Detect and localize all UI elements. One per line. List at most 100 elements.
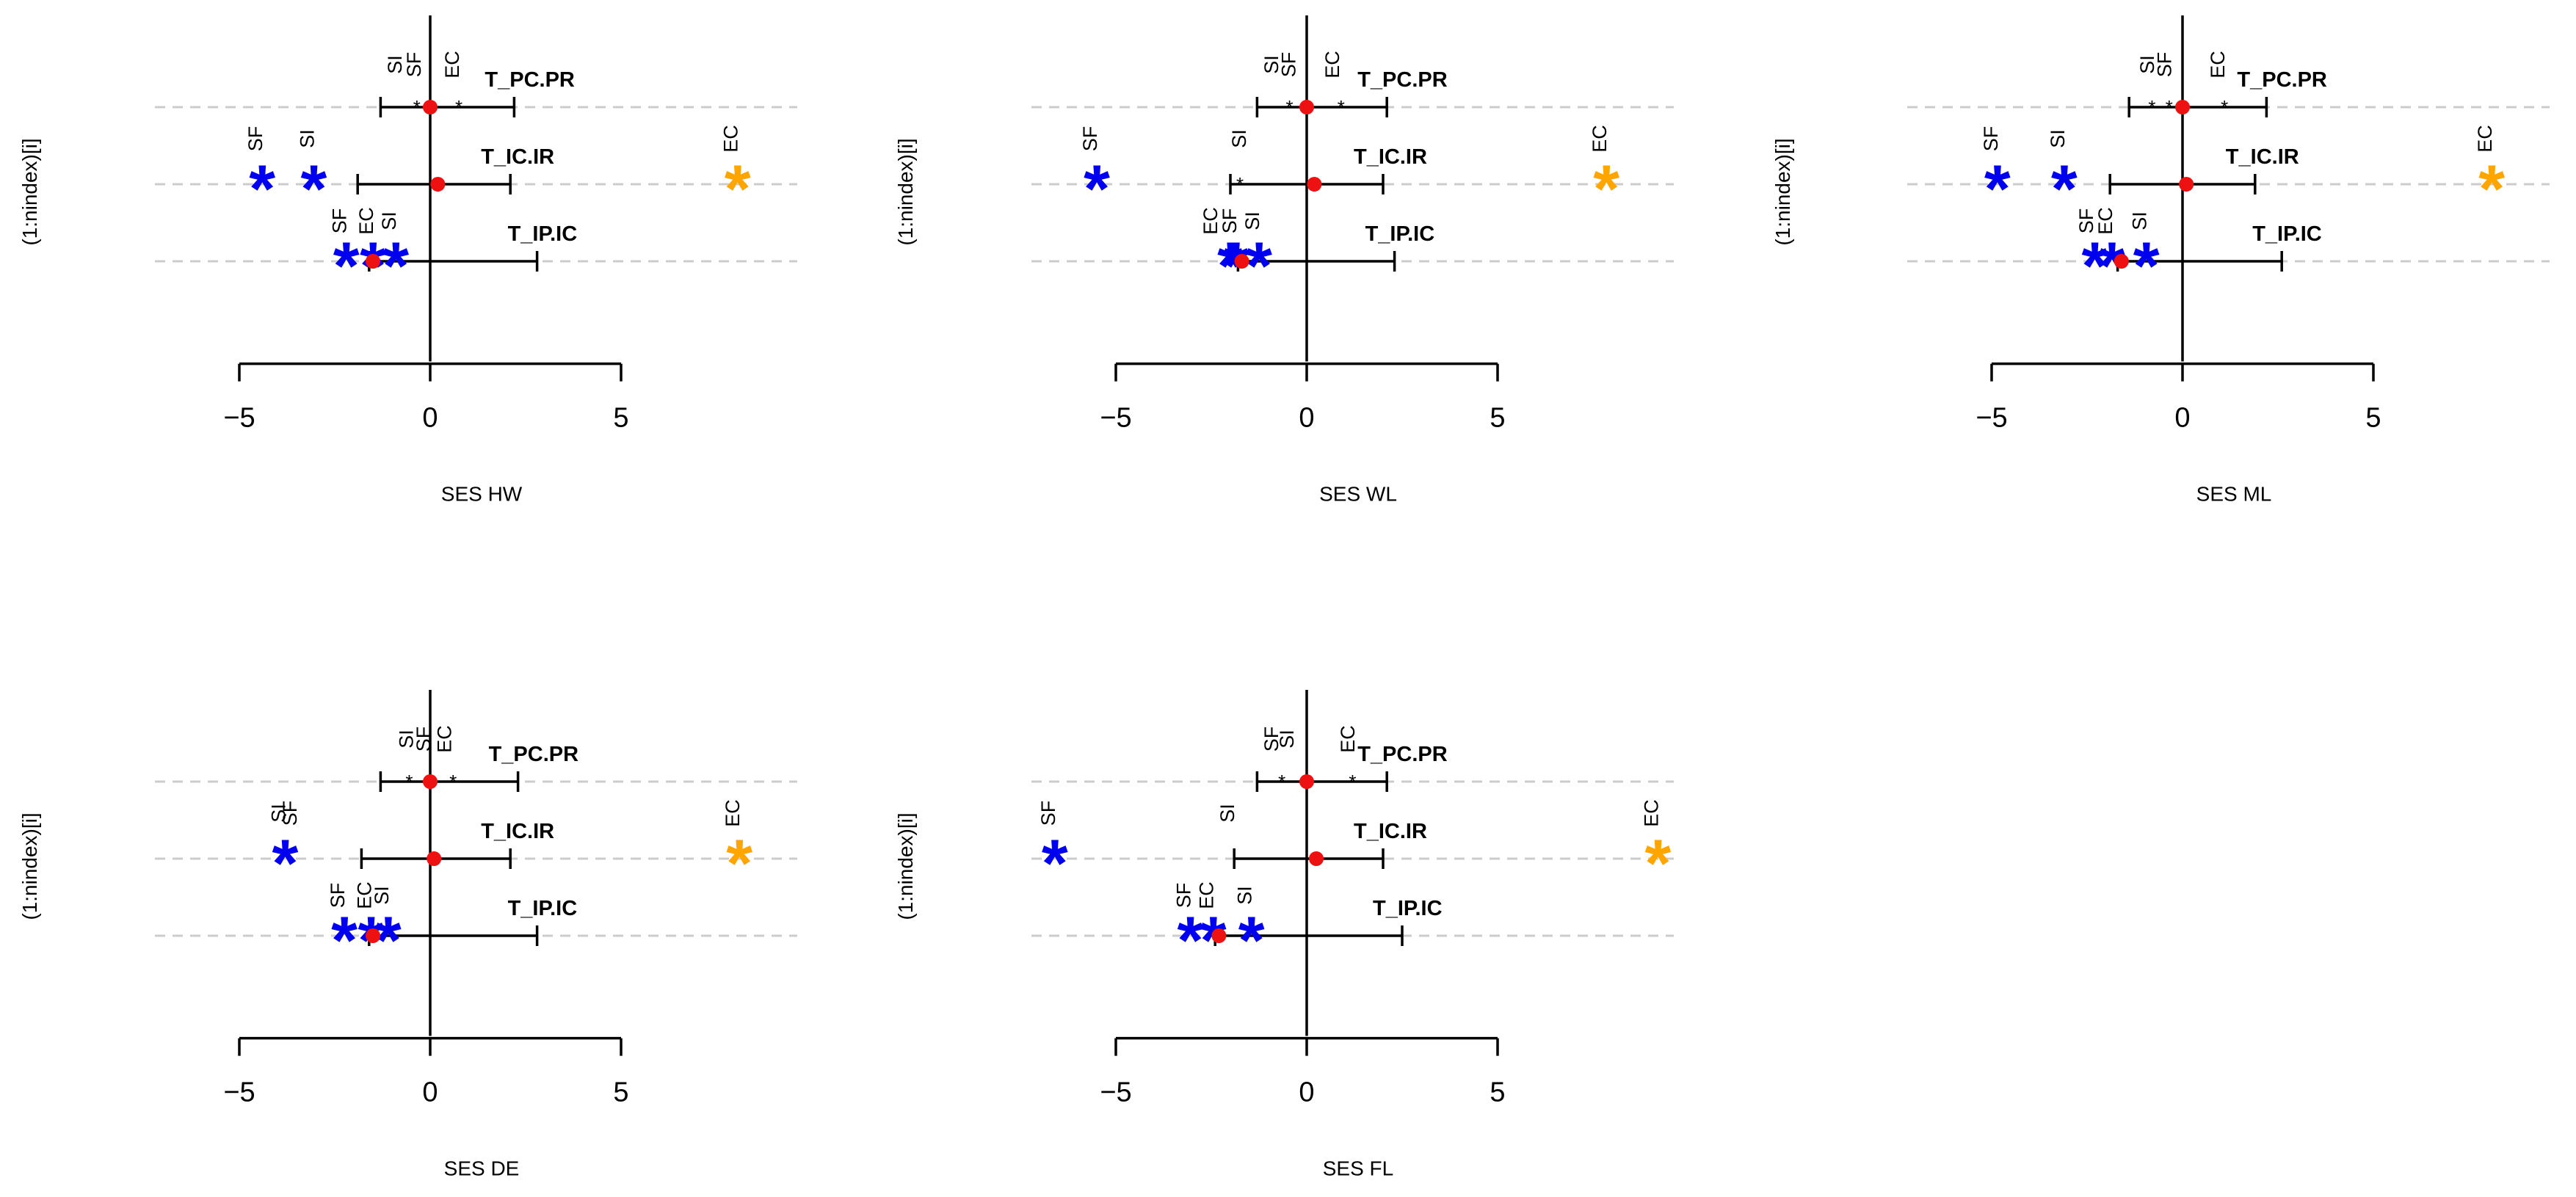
index-label: T_IC.IR: [2226, 145, 2299, 169]
x-axis-title: SES ML: [2196, 483, 2272, 506]
point-label: EC: [353, 881, 375, 909]
y-axis-label: (1:nindex)[i]: [894, 812, 917, 920]
y-axis-label: (1:nindex)[i]: [1771, 138, 1794, 245]
x-axis-title: SES WL: [1319, 483, 1397, 506]
inner-point: *: [1286, 96, 1294, 118]
point-label: SF: [413, 727, 435, 752]
mean-point: [430, 177, 446, 192]
index-label: T_PC.PR: [489, 743, 579, 766]
point-label: SI: [1228, 129, 1250, 148]
inner-point: *: [455, 96, 462, 118]
outside-star: *: [1644, 826, 1671, 901]
point-label: SF: [1172, 883, 1194, 909]
point-label: SI: [296, 129, 318, 148]
point-label: EC: [441, 51, 463, 79]
point-label: EC: [722, 799, 744, 827]
index-label: T_IP.IC: [2252, 222, 2322, 246]
point-label: SF: [244, 126, 266, 152]
mean-point: [427, 851, 442, 866]
mean-point: [423, 100, 438, 114]
y-axis-label: (1:nindex)[i]: [894, 138, 917, 245]
outside-star: *: [300, 152, 327, 227]
outside-star: *: [726, 826, 752, 901]
point-label: EC: [2207, 51, 2229, 79]
point-label: EC: [355, 207, 377, 235]
x-tick-label: 5: [613, 1077, 628, 1108]
point-label: SF: [279, 801, 301, 826]
outside-star: *: [1042, 826, 1068, 901]
inner-point: *: [2166, 96, 2173, 118]
inner-point: *: [1338, 96, 1345, 118]
mean-point: [2179, 177, 2194, 192]
point-label: SI: [371, 886, 393, 905]
inner-point: *: [413, 96, 421, 118]
point-label: SF: [1079, 126, 1101, 152]
x-axis-title: SES DE: [444, 1157, 520, 1180]
x-tick-label: −5: [1100, 1077, 1131, 1108]
inner-point: *: [1349, 771, 1356, 793]
point-label: SF: [1219, 208, 1241, 234]
outside-star: *: [2478, 152, 2505, 227]
point-label: EC: [1200, 207, 1222, 235]
point-label: SI: [384, 55, 406, 74]
x-tick-label: 5: [2365, 403, 2381, 434]
index-label: T_IC.IR: [1354, 820, 1427, 843]
outside-star: *: [2051, 152, 2078, 227]
x-tick-label: 0: [1299, 403, 1314, 434]
inner-point: *: [2221, 96, 2228, 118]
point-label: EC: [720, 125, 742, 153]
index-label: T_PC.PR: [1357, 743, 1448, 766]
point-label: SF: [1037, 801, 1059, 826]
x-axis-title: SES HW: [441, 483, 523, 506]
point-label: SI: [2129, 211, 2151, 230]
mean-point: [1307, 177, 1322, 192]
point-label: EC: [1589, 125, 1611, 153]
outside-star: *: [375, 903, 402, 978]
point-label: SI: [1241, 211, 1263, 230]
point-label: SI: [1234, 886, 1256, 905]
x-tick-label: −5: [223, 403, 255, 434]
outside-star: *: [1084, 152, 1110, 227]
x-tick-label: 0: [2174, 403, 2190, 434]
outside-star: *: [2081, 229, 2108, 304]
mean-point: [423, 774, 438, 789]
outside-star: *: [1593, 152, 1619, 227]
x-tick-label: −5: [1100, 403, 1131, 434]
mean-point: [1299, 774, 1314, 789]
inner-point: *: [1236, 173, 1244, 195]
point-label: SF: [1260, 727, 1282, 752]
outside-star: *: [382, 229, 409, 304]
index-label: T_IC.IR: [1354, 145, 1427, 169]
x-tick-label: 0: [1299, 1077, 1314, 1108]
inner-point: *: [1278, 771, 1285, 793]
outside-star: *: [1177, 903, 1203, 978]
index-label: T_PC.PR: [2237, 68, 2327, 92]
index-label: T_IC.IR: [481, 145, 554, 169]
point-label: EC: [1196, 881, 1218, 909]
point-label: SI: [1216, 804, 1238, 823]
x-tick-label: −5: [1975, 403, 2007, 434]
mean-point: [1309, 851, 1324, 866]
inner-point: *: [449, 771, 457, 793]
point-label: SF: [329, 208, 351, 234]
point-label: SI: [378, 211, 400, 230]
outside-star: *: [725, 152, 751, 227]
point-label: EC: [1321, 51, 1343, 79]
index-label: T_IP.IC: [1373, 897, 1443, 920]
outside-star: *: [331, 903, 358, 978]
index-label: T_IP.IC: [508, 897, 578, 920]
point-label: EC: [434, 725, 456, 753]
point-label: SI: [396, 730, 418, 749]
point-label: EC: [2094, 207, 2116, 235]
x-tick-label: −5: [223, 1077, 255, 1108]
point-label: EC: [2474, 125, 2496, 153]
point-label: SI: [1276, 730, 1298, 749]
point-label: SI: [2136, 55, 2158, 74]
outside-star: *: [1238, 903, 1265, 978]
x-tick-label: 0: [422, 1077, 438, 1108]
